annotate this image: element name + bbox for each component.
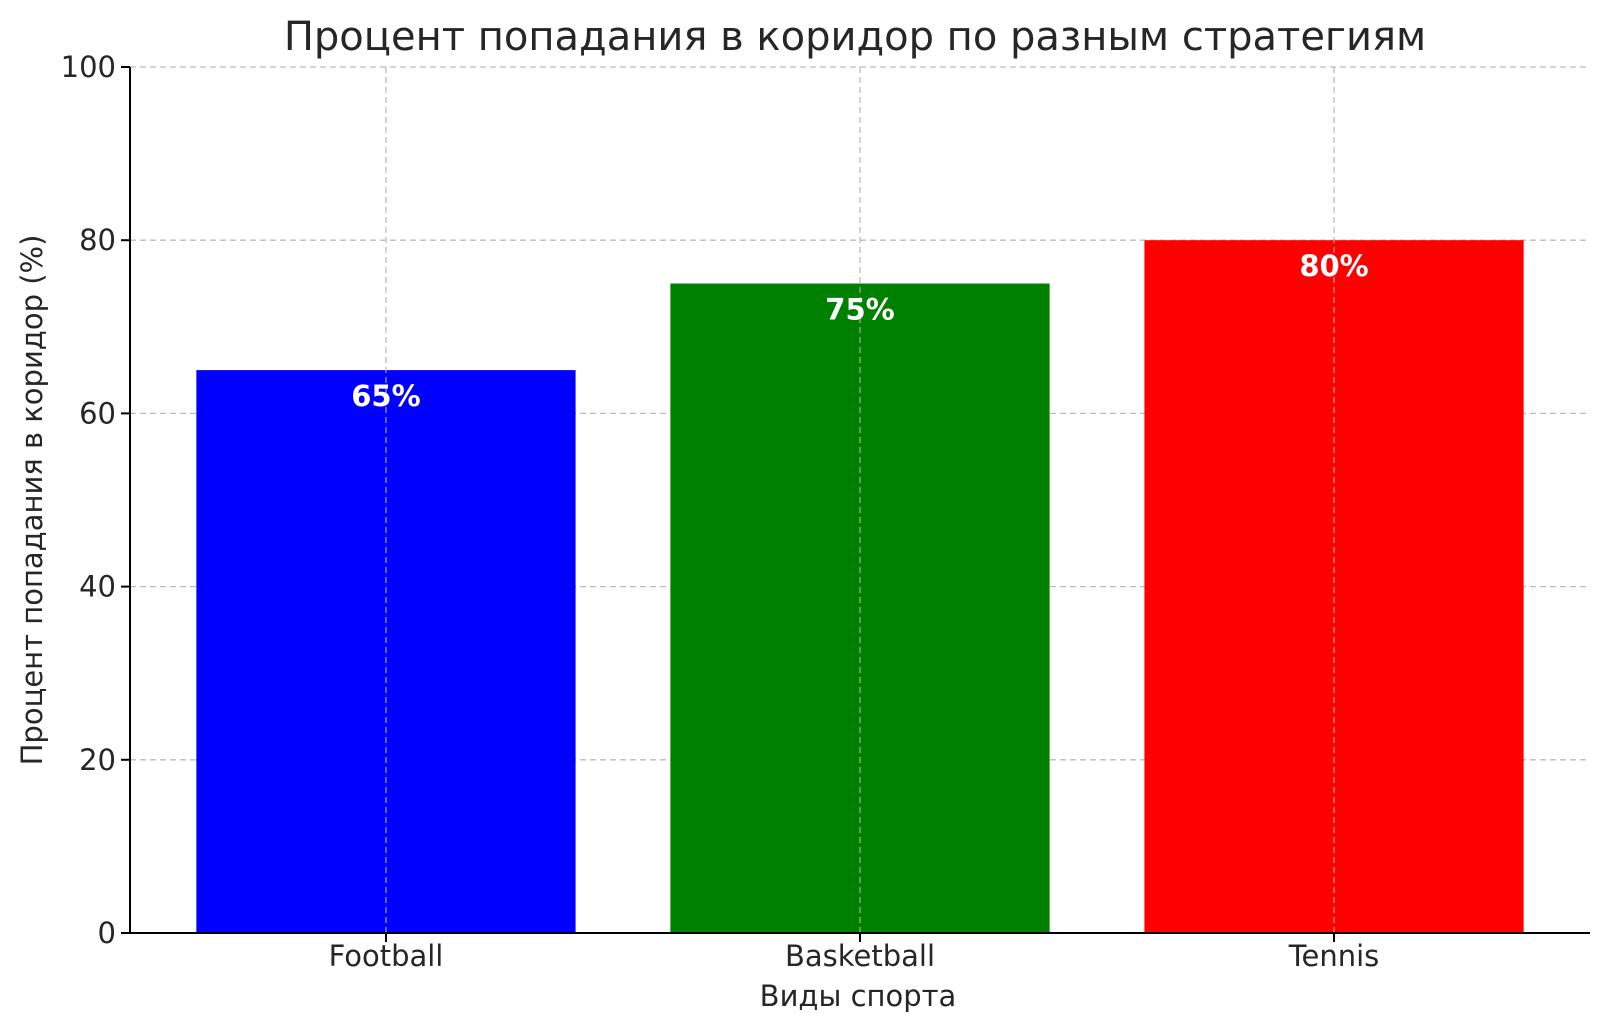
y-tick-label: 60: [79, 396, 116, 430]
y-tick-label: 80: [79, 223, 116, 257]
y-tick-label: 0: [98, 916, 116, 950]
x-tick-label: Tennis: [1288, 939, 1380, 973]
bar-value-label: 80%: [1299, 249, 1368, 283]
y-tick-label: 40: [79, 570, 116, 604]
chart-title: Процент попадания в коридор по разным ст…: [284, 14, 1426, 60]
y-axis-label: Процент попадания в коридор (%): [15, 235, 49, 766]
x-tick-label: Football: [329, 939, 444, 973]
x-axis-label: Виды спорта: [760, 979, 957, 1013]
bar-value-label: 65%: [351, 379, 420, 413]
vertical-grid: [385, 67, 1335, 933]
x-tick-label: Basketball: [785, 939, 935, 973]
x-ticks: Football Basketball Tennis: [329, 933, 1380, 973]
bar-value-label: 75%: [825, 293, 894, 327]
y-tick-label: 20: [79, 743, 116, 777]
y-ticks: 0 20 40 60 80 100: [61, 50, 130, 950]
bar-value-labels: 65% 75% 80%: [351, 249, 1368, 413]
y-tick-label: 100: [61, 50, 116, 84]
